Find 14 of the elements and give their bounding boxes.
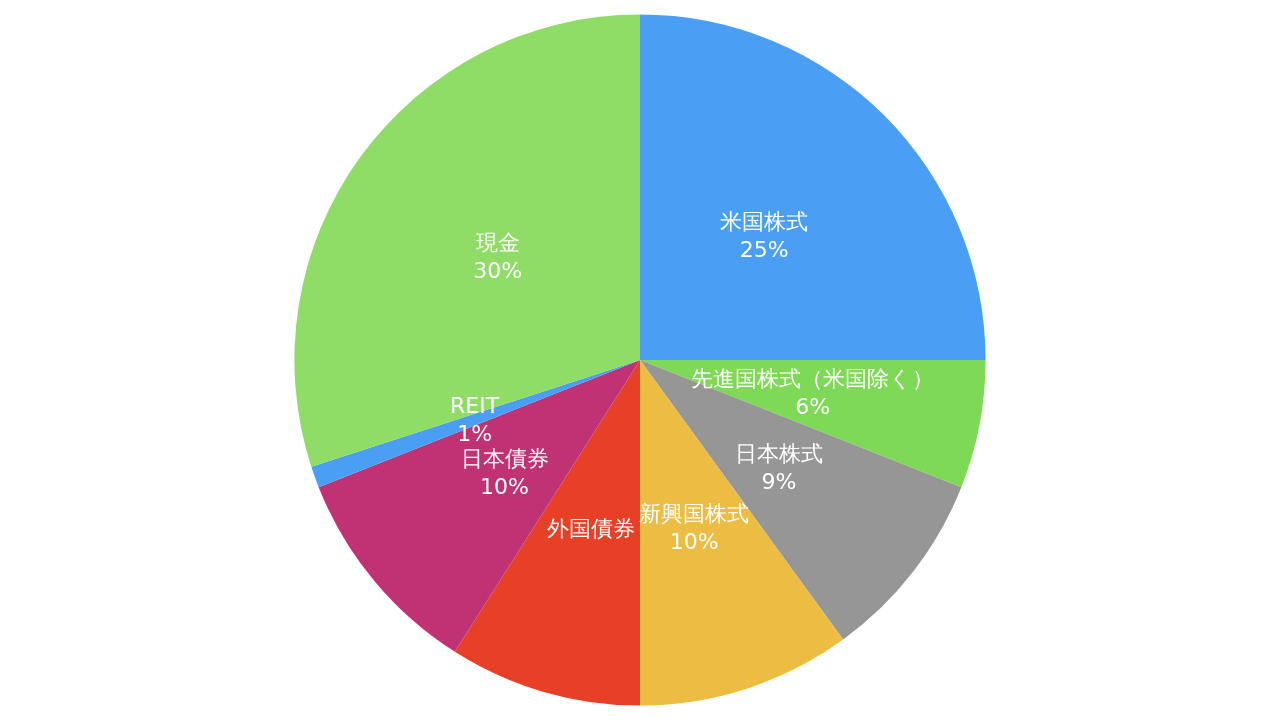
slice-label: 米国株式 [720,209,809,235]
data-label: 9% [761,469,797,495]
data-label: 10% [669,528,719,554]
data-label: 25% [739,237,789,263]
slice-label: 外国債券 [546,516,635,542]
slice-label: 日本株式 [734,441,823,467]
data-label: 1% [457,421,493,447]
data-label: 10% [480,473,529,499]
slice-label: 現金 [475,230,520,256]
data-label: 6% [795,394,831,420]
slice-label: 先進国株式（米国除く） [691,366,935,392]
slice-label: REIT [450,393,500,419]
slice-label: 日本債券 [460,445,549,471]
data-label: 30% [473,258,523,284]
